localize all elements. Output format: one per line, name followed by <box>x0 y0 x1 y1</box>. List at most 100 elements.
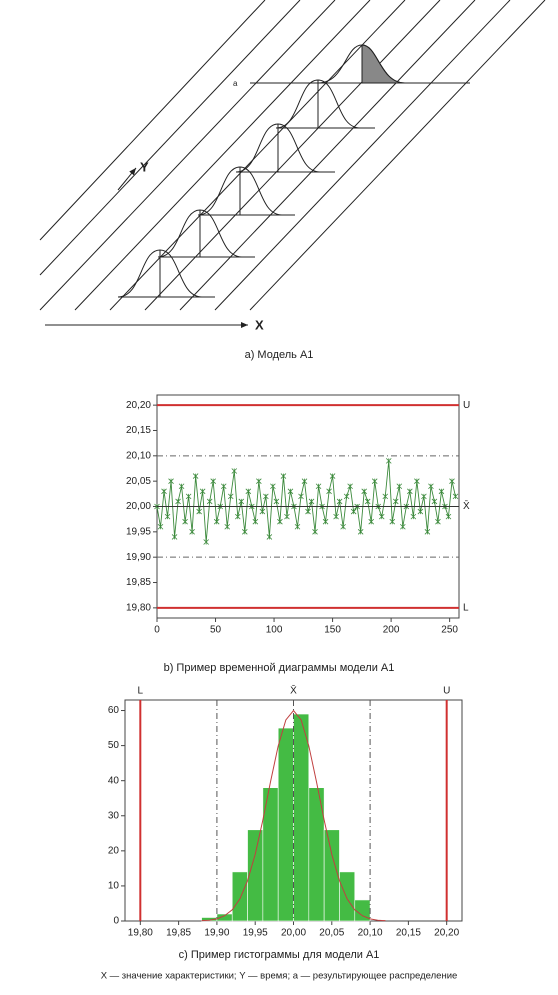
x-tick-label: 20,05 <box>319 928 344 939</box>
point-marker <box>340 523 346 530</box>
point-marker <box>305 508 311 515</box>
point-marker <box>445 513 452 520</box>
y-tick-label: 10 <box>108 881 120 892</box>
point-marker <box>196 508 202 515</box>
point-marker <box>284 513 290 520</box>
point-marker <box>343 493 350 500</box>
y-tick-label: 19,85 <box>126 577 151 588</box>
point-marker <box>245 488 252 495</box>
footnote: X — значение характеристики; Y — время; … <box>101 971 458 982</box>
point-marker <box>410 513 417 520</box>
point-marker <box>315 483 322 490</box>
y-tick-label: 30 <box>108 810 120 821</box>
point-marker <box>407 488 413 495</box>
point-marker <box>308 498 315 505</box>
data-line <box>156 460 456 543</box>
point-marker <box>287 488 294 495</box>
model-diagram <box>39 0 546 328</box>
point-marker <box>266 534 273 540</box>
y-tick-label: 20,15 <box>126 425 151 436</box>
point-marker <box>368 518 374 525</box>
point-marker <box>168 478 174 484</box>
x-tick-label: 19,80 <box>128 928 153 939</box>
point-marker <box>336 498 343 505</box>
point-marker <box>256 478 262 484</box>
a-label: a <box>233 79 238 88</box>
point-marker <box>378 513 385 520</box>
point-marker <box>414 478 420 484</box>
point-marker <box>438 488 445 495</box>
point-marker <box>312 529 318 535</box>
point-marker <box>185 493 192 500</box>
point-marker <box>400 523 406 530</box>
y-tick-label: 20,20 <box>126 400 151 411</box>
x-tick-label: 20,00 <box>281 928 306 939</box>
point-marker <box>210 478 216 484</box>
bar <box>339 871 356 922</box>
reference-label: L <box>463 603 469 614</box>
bar <box>231 871 248 922</box>
caption: а) Модель А1 <box>245 349 314 361</box>
point-marker <box>231 468 238 474</box>
point-marker <box>421 493 427 500</box>
x-tick-label: 150 <box>324 625 341 636</box>
point-marker <box>424 529 431 535</box>
bar <box>293 713 310 922</box>
point-marker <box>435 518 441 525</box>
point-marker <box>164 513 171 520</box>
point-marker <box>361 488 367 495</box>
point-marker <box>396 483 403 490</box>
point-marker <box>347 483 353 490</box>
x-tick-label: 19,95 <box>243 928 268 939</box>
bar <box>247 829 264 922</box>
y-tick-label: 20,05 <box>126 476 151 487</box>
point-marker <box>178 483 185 490</box>
x-tick-label: 200 <box>383 625 400 636</box>
x-tick-label: 20,15 <box>396 928 421 939</box>
reference-label: X̄ <box>463 500 470 513</box>
reference-label: U <box>443 686 450 697</box>
point-marker <box>322 518 329 525</box>
point-marker <box>182 518 188 525</box>
point-marker <box>199 488 206 495</box>
point-marker <box>270 483 276 490</box>
point-marker <box>175 498 181 505</box>
bar <box>277 727 294 922</box>
x-tick-label: 250 <box>441 625 458 636</box>
point-marker <box>385 458 392 464</box>
point-marker <box>371 478 378 484</box>
point-marker <box>431 498 438 505</box>
point-marker <box>350 508 357 515</box>
point-marker <box>333 513 339 520</box>
y-tick-label: 19,95 <box>126 526 151 537</box>
point-marker <box>449 478 455 484</box>
point-marker <box>273 498 280 505</box>
y-tick-label: 40 <box>108 775 120 786</box>
x-tick-label: 19,90 <box>204 928 229 939</box>
point-marker <box>263 493 269 500</box>
bar <box>323 829 340 922</box>
point-marker <box>280 473 287 479</box>
y-tick-label: 19,80 <box>126 603 151 614</box>
point-marker <box>301 478 308 484</box>
point-marker <box>428 483 434 490</box>
reference-label: U <box>463 400 470 411</box>
y-tick-label: 19,90 <box>126 552 151 563</box>
fit-curve <box>201 709 386 922</box>
point-marker <box>294 523 301 530</box>
point-marker <box>389 518 396 525</box>
point-marker <box>213 518 220 525</box>
caption: c) Пример гистограммы для модели А1 <box>179 949 380 961</box>
point-marker <box>224 523 231 530</box>
point-marker <box>189 529 195 535</box>
point-marker <box>206 498 213 505</box>
point-marker <box>192 473 199 479</box>
point-marker <box>417 508 424 515</box>
x-axis-label: X <box>255 317 264 332</box>
x-tick-label: 19,85 <box>166 928 191 939</box>
point-marker <box>364 498 371 505</box>
reference-label: L <box>138 686 144 697</box>
point-marker <box>220 483 227 490</box>
point-marker <box>234 513 241 520</box>
